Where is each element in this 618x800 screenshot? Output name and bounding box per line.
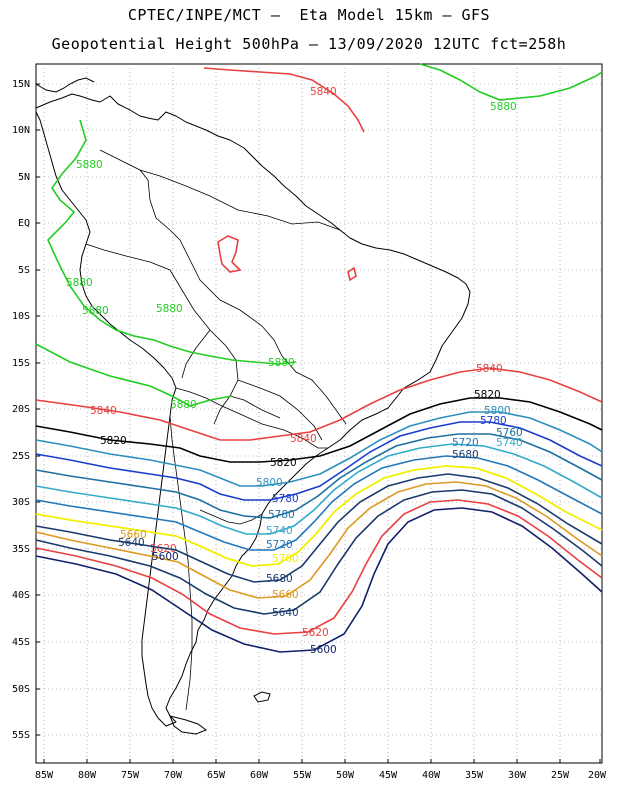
- lat-label: 15S: [12, 358, 30, 369]
- contour-label-5780: 5780: [268, 509, 295, 521]
- lon-label: 20W: [588, 770, 607, 781]
- lon-label: 75W: [121, 770, 140, 781]
- contour-5660: [35, 481, 603, 599]
- contour-5600: [35, 507, 603, 653]
- lat-label: 20S: [12, 404, 30, 415]
- lon-label: 50W: [336, 770, 355, 781]
- lon-label: 70W: [164, 770, 183, 781]
- contour-label-5720: 5720: [266, 539, 293, 551]
- contour-label-5640: 5640: [272, 607, 299, 619]
- contour-5780: [35, 421, 603, 501]
- contour-label-5620: 5620: [302, 627, 329, 639]
- lon-label: 65W: [207, 770, 226, 781]
- lat-label: 15N: [12, 79, 30, 90]
- contour-5720: [35, 455, 603, 551]
- contour-label-5740: 5740: [496, 437, 523, 449]
- contour-label-5840: 5840: [310, 86, 337, 98]
- contour-label-5660: 5660: [120, 529, 147, 541]
- contour-label-5880: 5880: [268, 357, 295, 369]
- contour-label-5680: 5680: [266, 573, 293, 585]
- contour-label-5880: 5880: [490, 101, 517, 113]
- contour-label-5760: 5760: [496, 427, 523, 439]
- lat-label: 40S: [12, 590, 30, 601]
- title-line-1: CPTEC/INPE/MCT – Eta Model 15km – GFS: [127, 6, 491, 24]
- lon-label: 80W: [78, 770, 97, 781]
- contour-label-5880: 5880: [170, 399, 197, 411]
- contour-label-5780: 5780: [272, 493, 299, 505]
- contour-label-5800: 5800: [256, 477, 283, 489]
- contour-label-5600: 5600: [310, 644, 337, 656]
- lon-label: 35W: [465, 770, 484, 781]
- contour-5680: [35, 473, 603, 583]
- lon-label: 60W: [250, 770, 269, 781]
- contour-label-5840: 5840: [90, 405, 117, 417]
- contour-label-5700: 5700: [272, 553, 299, 565]
- contour-label-5880: 5880: [66, 277, 93, 289]
- country-borders: [85, 149, 347, 711]
- contour-5840-north: [203, 67, 365, 133]
- lon-label: 40W: [422, 770, 441, 781]
- lat-labels: 15N 10N 5N EQ 5S 10S 15S 20S 25S 30S 35S…: [12, 79, 30, 741]
- lat-label: 10S: [12, 311, 30, 322]
- lon-label: 45W: [379, 770, 398, 781]
- tierra-del-fuego: [169, 715, 208, 735]
- contour-label-5740: 5740: [266, 525, 293, 537]
- graticule: [36, 64, 602, 763]
- contour-5840: [35, 67, 603, 441]
- contour-label-5800: 5800: [484, 405, 511, 417]
- coastline-central-america: [35, 77, 95, 93]
- lat-label: 5S: [18, 265, 30, 276]
- contour-5800: [35, 411, 603, 487]
- contour-label-5820: 5820: [100, 435, 127, 447]
- lon-label: 30W: [508, 770, 527, 781]
- lat-label: 55S: [12, 730, 30, 741]
- contour-5840-main: [35, 367, 603, 441]
- contour-5700: [35, 465, 603, 567]
- contour-label-5880: 5880: [76, 159, 103, 171]
- lon-labels: 85W 80W 75W 70W 65W 60W 55W 50W 45W 40W …: [35, 770, 607, 781]
- contour-5880-south: [35, 343, 233, 407]
- contour-label-5880: 5880: [156, 303, 183, 315]
- contour-label-5880: 5880: [82, 305, 109, 317]
- contour-label-5720: 5720: [452, 437, 479, 449]
- lon-label: 85W: [35, 770, 54, 781]
- lat-label: EQ: [18, 218, 30, 229]
- lat-label: 5N: [18, 172, 30, 183]
- contour-5840-blob: [217, 235, 242, 273]
- lat-label: 35S: [12, 544, 30, 555]
- contour-5880: [35, 63, 603, 407]
- lat-label: 10N: [12, 125, 30, 136]
- contour-5880-north: [419, 63, 603, 101]
- contour-5820: [35, 397, 603, 463]
- contour-label-5640: 5640: [118, 537, 145, 549]
- contour-label-5840: 5840: [290, 433, 317, 445]
- falkland-islands: [253, 691, 271, 703]
- contour-label-5820: 5820: [270, 457, 297, 469]
- contour-5880-west: [47, 119, 297, 365]
- coastline-south-america: [35, 93, 471, 727]
- tick-marks: [36, 83, 601, 763]
- title-line-2: Geopotential Height 500hPa – 13/09/2020 …: [51, 35, 567, 53]
- lat-label: 50S: [12, 684, 30, 695]
- lat-label: 45S: [12, 637, 30, 648]
- contour-5840-blob-small: [347, 266, 357, 282]
- contour-label-5820: 5820: [474, 389, 501, 401]
- contour-label-5600: 5600: [152, 551, 179, 563]
- contour-label-5780: 5780: [480, 415, 507, 427]
- plot-frame: [35, 63, 603, 764]
- lat-label: 30S: [12, 497, 30, 508]
- lat-label: 25S: [12, 451, 30, 462]
- contour-5740: [35, 443, 603, 535]
- lon-label: 55W: [293, 770, 312, 781]
- contour-5620: [35, 499, 603, 635]
- contour-5760: [35, 433, 603, 519]
- contour-5640: [35, 489, 603, 615]
- contour-label-5840: 5620: [150, 543, 177, 555]
- contour-label-5680: 5680: [452, 449, 479, 461]
- lon-label: 25W: [551, 770, 570, 781]
- contour-label-5660: 5660: [272, 589, 299, 601]
- contour-label-5840: 5840: [476, 363, 503, 375]
